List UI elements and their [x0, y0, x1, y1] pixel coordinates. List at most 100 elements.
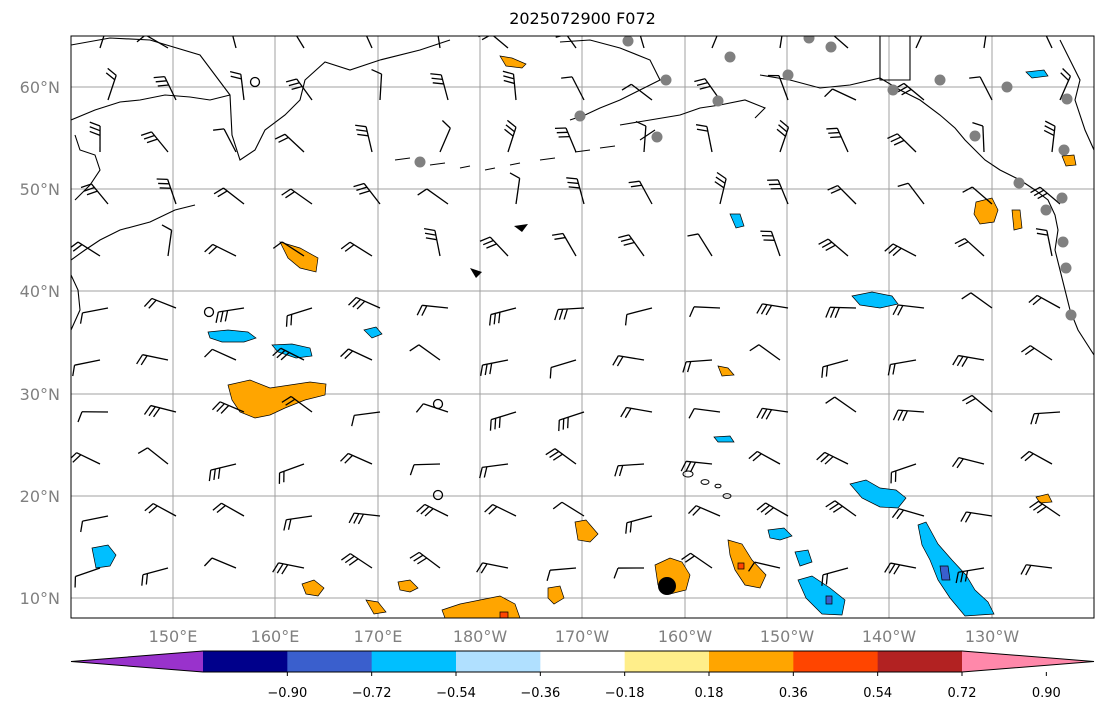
anomaly-region — [91, 544, 117, 569]
station-marker — [887, 84, 899, 96]
wind-barb — [203, 557, 237, 569]
anomaly-region — [849, 479, 907, 509]
wind-barb — [480, 359, 509, 377]
longitude-label: 170°E — [354, 627, 403, 646]
wind-barb — [818, 36, 849, 49]
wind-barb — [821, 359, 849, 378]
wind-barb — [1035, 228, 1053, 257]
wind-barb — [489, 307, 517, 326]
wind-barb — [156, 178, 177, 205]
wind-barb — [71, 452, 101, 465]
wind-barb — [340, 348, 373, 361]
coastline — [71, 37, 451, 161]
anomaly-region — [917, 521, 995, 617]
colorbar-segment — [877, 651, 963, 672]
wind-barb — [204, 348, 237, 361]
wind-barb — [509, 172, 521, 205]
station-marker — [622, 36, 634, 47]
coastline — [71, 94, 231, 121]
station-marker — [660, 74, 672, 86]
wind-barb — [962, 394, 993, 413]
latitude-label: 60°N — [20, 78, 60, 97]
station-marker — [1057, 236, 1069, 248]
wind-barb — [625, 515, 653, 534]
wind-barb — [295, 36, 305, 49]
wind-barb — [825, 306, 857, 318]
wind-barb — [479, 463, 509, 479]
wind-barb — [437, 36, 441, 49]
latitude-label: 30°N — [20, 385, 60, 404]
wind-barb — [884, 562, 917, 575]
wind-barb — [1059, 68, 1072, 101]
station-marker — [651, 131, 663, 143]
anomaly-region — [1035, 493, 1053, 504]
wind-barb — [409, 463, 441, 476]
colorbar-outline — [70, 650, 1095, 673]
wind-barb — [1020, 450, 1053, 465]
wind-barb — [340, 452, 373, 465]
wind-barb — [1043, 120, 1056, 153]
anomaly-region — [1061, 154, 1077, 167]
open-circle-marker — [432, 398, 444, 410]
latitude-label: 10°N — [20, 589, 60, 608]
wind-barb — [621, 83, 653, 101]
wind-barb — [232, 36, 237, 49]
wind-barb — [779, 36, 783, 49]
wind-barb — [695, 124, 713, 153]
center-marker — [658, 577, 676, 595]
station-markers — [203, 36, 1077, 595]
wind-barb — [884, 243, 917, 257]
island — [714, 483, 722, 489]
wind-barb — [824, 88, 857, 101]
wind-barb — [961, 292, 993, 309]
wind-barb — [137, 447, 169, 465]
wind-barb — [955, 567, 985, 584]
wind-barb — [476, 562, 509, 574]
wind-barb — [682, 359, 713, 373]
colorbar-segment — [371, 651, 457, 672]
wind-barb — [272, 241, 305, 257]
colorbar-segment — [793, 651, 879, 672]
wind-barb — [144, 503, 177, 517]
coastline — [559, 39, 661, 121]
colorbar-extend-min — [71, 651, 203, 672]
coastline — [394, 145, 616, 171]
wind-barb — [680, 460, 713, 473]
wind-barb — [212, 502, 245, 517]
longitude-label: 130°W — [965, 627, 1020, 646]
longitude-label: 160°E — [251, 627, 300, 646]
wind-barb — [341, 553, 373, 569]
wind-barb — [409, 344, 441, 361]
station-marker — [1061, 93, 1073, 105]
latitude-label: 50°N — [20, 180, 60, 199]
wind-barb — [613, 567, 645, 579]
station-marker — [1065, 309, 1077, 321]
anomaly-region — [499, 55, 527, 69]
colorbar-tick-label: −0.90 — [267, 686, 307, 701]
wind-barb — [415, 403, 449, 413]
colorbar-segment — [456, 651, 541, 672]
coastline — [1019, 179, 1094, 356]
wind-barb — [143, 297, 177, 309]
anomaly-region — [851, 291, 899, 309]
wind-barb — [439, 120, 451, 153]
latitude-labels: 60°N 50°N 40°N 30°N 20°N 10°N — [20, 78, 60, 608]
colorbar-tick-label: −0.54 — [436, 686, 476, 701]
colorbar-tick-label: 0.90 — [1032, 686, 1061, 701]
longitude-label: 160°W — [658, 627, 713, 646]
wind-barb — [278, 463, 305, 484]
colorbar-extend-max — [962, 651, 1094, 672]
wind-barb — [624, 307, 653, 326]
wind-barb — [612, 355, 645, 367]
wind-barb — [554, 307, 585, 321]
anomaly-region — [499, 611, 509, 618]
figure-title: 2025072900 F072 — [509, 9, 656, 28]
wind-barb — [969, 76, 993, 101]
wind-barb — [748, 450, 781, 465]
island — [682, 470, 694, 478]
coastlines — [71, 36, 1094, 499]
anomaly-region — [1025, 69, 1049, 79]
longitude-label: 170°W — [555, 627, 610, 646]
coastline — [619, 99, 766, 126]
